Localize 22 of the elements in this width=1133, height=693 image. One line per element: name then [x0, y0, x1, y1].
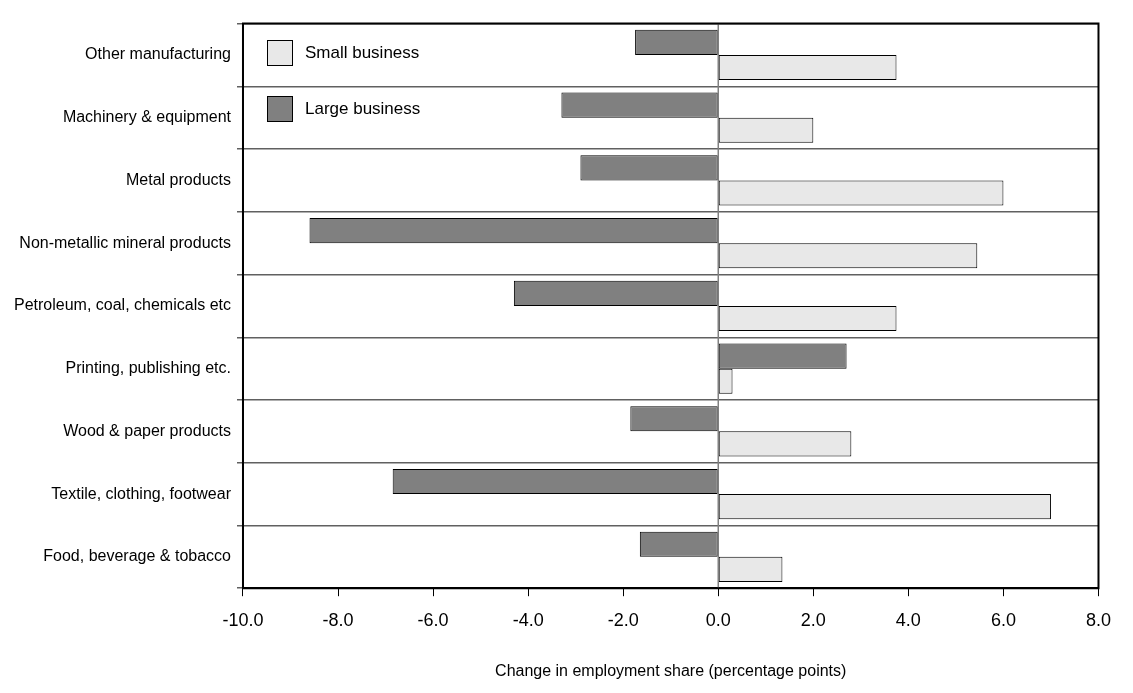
y-tick-label: Wood & paper products: [63, 421, 231, 439]
y-tick-label: Other manufacturing: [85, 45, 231, 63]
y-tick-label: Machinery & equipment: [62, 108, 232, 126]
y-tick-label: Metal products: [126, 170, 231, 188]
x-axis-title: Change in employment share (percentage points): [495, 661, 847, 679]
x-tick-label: -6.0: [417, 609, 449, 630]
x-tick-label: 4.0: [895, 609, 921, 630]
y-tick-label: Textile, clothing, footwear: [51, 484, 232, 502]
x-tick-label: -10.0: [222, 609, 264, 630]
y-tick-label: Food, beverage & tobacco: [43, 547, 232, 565]
x-tick-label: -4.0: [512, 609, 544, 630]
x-tick-label: 0.0: [705, 609, 731, 630]
legend-label: Large business: [304, 98, 421, 119]
x-tick-label: 2.0: [800, 609, 826, 630]
y-tick-label: Non-metallic mineral products: [19, 233, 231, 251]
x-tick-label: 6.0: [990, 609, 1016, 630]
x-tick-label: -2.0: [607, 609, 639, 630]
x-tick-label: 8.0: [1085, 609, 1111, 630]
y-tick-label: Petroleum, coal, chemicals etc: [13, 296, 231, 314]
legend-label: Small business: [304, 42, 420, 63]
y-tick-label: Printing, publishing etc.: [65, 359, 231, 377]
x-tick-label: -8.0: [322, 609, 354, 630]
